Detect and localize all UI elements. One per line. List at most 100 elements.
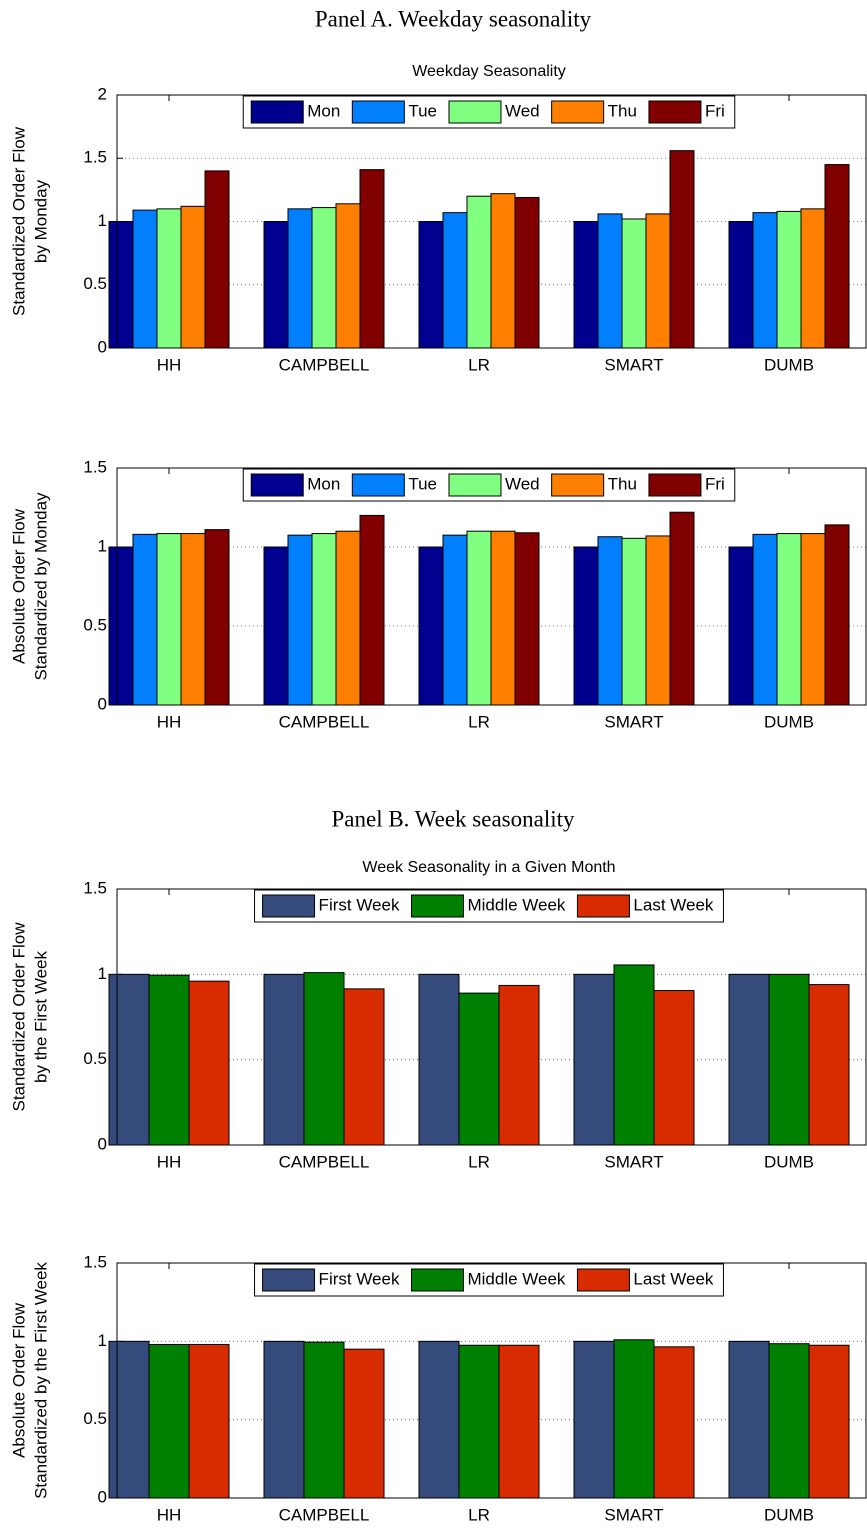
y-tick-label: 2 xyxy=(98,84,107,103)
plot-frame xyxy=(116,888,867,1146)
legend: Mon Tue Wed Thu Fri xyxy=(242,468,736,502)
legend: First Week Middle Week Last Week xyxy=(254,1263,724,1297)
y-tick-label: 0.5 xyxy=(83,615,107,634)
bar xyxy=(490,193,516,349)
bar xyxy=(768,973,810,1146)
x-tick-label: HH xyxy=(157,1152,182,1171)
y-tick-label: 1 xyxy=(98,964,107,983)
bar xyxy=(303,972,345,1146)
bar xyxy=(204,170,230,349)
y-tick-label: 0 xyxy=(98,337,107,356)
bar xyxy=(597,536,623,706)
bar xyxy=(335,203,361,349)
legend-label: Middle Week xyxy=(467,895,565,914)
legend-swatch xyxy=(648,100,702,124)
chart-title: Weekday Seasonality xyxy=(412,63,566,80)
x-tick-label: DUMB xyxy=(764,1505,814,1524)
legend-swatch xyxy=(262,894,316,918)
bar xyxy=(645,213,671,349)
y-axis-label: Standardized Order Flow xyxy=(9,126,28,316)
bar xyxy=(343,1348,385,1499)
legend-label: Thu xyxy=(608,474,637,493)
y-tick-label: 1.5 xyxy=(83,1252,107,1271)
x-tick-label: DUMB xyxy=(764,1152,814,1171)
legend-swatch xyxy=(410,894,464,918)
y-axis-label: Absolute Order Flow xyxy=(9,508,28,664)
bar xyxy=(490,530,516,706)
y-axis-label: Absolute Order Flow xyxy=(9,1302,28,1458)
legend-swatch xyxy=(351,473,405,497)
bar xyxy=(263,973,305,1146)
bar xyxy=(498,1344,540,1499)
bar xyxy=(359,169,385,349)
bar xyxy=(418,1340,460,1499)
y-axis-label: by Monday xyxy=(31,179,50,263)
bar xyxy=(263,1340,305,1499)
bar xyxy=(303,1341,345,1499)
bar xyxy=(188,980,230,1146)
y-tick-label: 0 xyxy=(98,694,107,713)
x-tick-label: HH xyxy=(157,1505,182,1524)
y-axis-label: Standardized by Monday xyxy=(31,492,50,681)
bar xyxy=(808,984,850,1146)
bar xyxy=(645,535,671,706)
bar xyxy=(800,208,826,349)
bar xyxy=(311,533,337,706)
x-tick-label: CAMPBELL xyxy=(279,355,370,374)
legend-swatch xyxy=(448,100,502,124)
bar xyxy=(458,1344,500,1499)
legend: First Week Middle Week Last Week xyxy=(254,889,724,923)
legend-swatch xyxy=(262,1268,316,1292)
x-tick-label: LR xyxy=(468,1152,490,1171)
bar xyxy=(573,1340,615,1499)
bar xyxy=(621,537,647,706)
x-tick-label: LR xyxy=(468,1505,490,1524)
y-tick-label: 1.5 xyxy=(83,457,107,476)
y-tick-label: 0.5 xyxy=(83,1409,107,1428)
x-tick-label: SMART xyxy=(604,355,663,374)
bar xyxy=(800,533,826,706)
x-tick-label: HH xyxy=(157,712,182,731)
chart-title: Week Seasonality in a Given Month xyxy=(362,859,615,876)
bar xyxy=(442,212,468,349)
bar xyxy=(359,514,385,706)
bar xyxy=(418,221,444,349)
legend-swatch xyxy=(576,894,630,918)
bar xyxy=(108,973,150,1146)
y-tick-label: 1.5 xyxy=(83,148,107,167)
bar xyxy=(148,974,190,1146)
bar xyxy=(343,988,385,1146)
panel-title: Panel B. Week seasonality xyxy=(331,806,575,831)
x-tick-label: CAMPBELL xyxy=(279,1152,370,1171)
bar xyxy=(768,1343,810,1499)
legend-label: Thu xyxy=(608,101,637,120)
legend-label: Tue xyxy=(408,474,437,493)
y-axis-label: Standardized Order Flow xyxy=(9,922,28,1112)
legend-label: Tue xyxy=(408,101,437,120)
y-tick-label: 1 xyxy=(98,536,107,555)
legend-swatch xyxy=(250,100,304,124)
bar xyxy=(180,533,206,706)
bar xyxy=(824,524,850,706)
bar xyxy=(418,973,460,1146)
bar xyxy=(824,164,850,349)
panel-title: Panel A. Weekday seasonality xyxy=(315,6,592,31)
x-tick-label: DUMB xyxy=(764,355,814,374)
bar xyxy=(613,964,655,1146)
y-tick-label: 1 xyxy=(98,1331,107,1350)
legend-label: Mon xyxy=(307,101,340,120)
bar xyxy=(132,533,158,706)
bar xyxy=(728,546,754,706)
x-tick-label: SMART xyxy=(604,1152,663,1171)
y-tick-label: 0.5 xyxy=(83,274,107,293)
legend-label: Mon xyxy=(307,474,340,493)
x-tick-label: SMART xyxy=(604,1505,663,1524)
bar xyxy=(498,984,540,1146)
legend-label: Last Week xyxy=(633,895,714,914)
bar xyxy=(442,534,468,706)
legend-label: Last Week xyxy=(633,1269,714,1288)
bar xyxy=(752,212,778,349)
x-tick-label: CAMPBELL xyxy=(279,712,370,731)
bar xyxy=(418,546,444,706)
y-axis-label: Standardized by the First Week xyxy=(31,1262,50,1499)
